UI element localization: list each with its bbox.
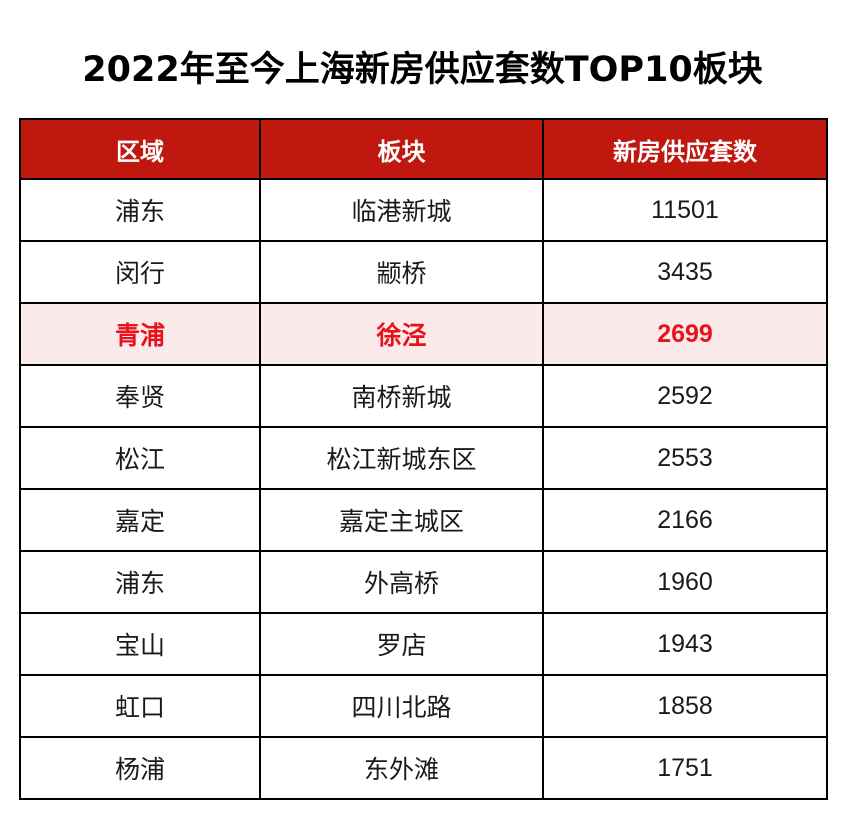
- district-cell: 宝山: [19, 612, 261, 676]
- header-district: 区域: [19, 118, 261, 180]
- block-cell: 罗店: [259, 612, 544, 676]
- supply-cell: 2166: [542, 488, 828, 552]
- table-row: 嘉定 嘉定主城区 2166: [19, 488, 828, 552]
- district-cell: 松江: [19, 426, 261, 490]
- district-cell: 浦东: [19, 178, 261, 242]
- table-row: 闵行 颛桥 3435: [19, 240, 828, 304]
- district-cell: 青浦: [19, 302, 261, 366]
- block-cell: 嘉定主城区: [259, 488, 544, 552]
- table-row: 松江 松江新城东区 2553: [19, 426, 828, 490]
- table-row: 杨浦 东外滩 1751: [19, 736, 828, 800]
- supply-cell: 1751: [542, 736, 828, 800]
- district-cell: 嘉定: [19, 488, 261, 552]
- block-cell: 临港新城: [259, 178, 544, 242]
- header-supply: 新房供应套数: [542, 118, 828, 180]
- district-cell: 浦东: [19, 550, 261, 614]
- block-cell: 松江新城东区: [259, 426, 544, 490]
- block-cell: 东外滩: [259, 736, 544, 800]
- table-row: 虹口 四川北路 1858: [19, 674, 828, 738]
- table-row: 浦东 外高桥 1960: [19, 550, 828, 614]
- supply-cell: 2592: [542, 364, 828, 428]
- supply-cell: 3435: [542, 240, 828, 304]
- supply-cell: 2699: [542, 302, 828, 366]
- supply-cell: 11501: [542, 178, 828, 242]
- header-block: 板块: [259, 118, 544, 180]
- district-cell: 杨浦: [19, 736, 261, 800]
- supply-cell: 1858: [542, 674, 828, 738]
- block-cell: 外高桥: [259, 550, 544, 614]
- table-row: 青浦 徐泾 2699: [19, 302, 828, 366]
- supply-ranking-table: 区域 板块 新房供应套数 浦东 临港新城 11501 闵行 颛桥 3435 青浦 徐泾 2699…: [19, 118, 828, 800]
- block-cell: 徐泾: [259, 302, 544, 366]
- supply-cell: 1943: [542, 612, 828, 676]
- supply-cell: 1960: [542, 550, 828, 614]
- chart-title: 2022年至今上海新房供应套数TOP10板块: [82, 50, 763, 90]
- header-row: 区域 板块 新房供应套数: [19, 118, 828, 180]
- district-cell: 奉贤: [19, 364, 261, 428]
- block-cell: 颛桥: [259, 240, 544, 304]
- supply-cell: 2553: [542, 426, 828, 490]
- block-cell: 四川北路: [259, 674, 544, 738]
- district-cell: 虹口: [19, 674, 261, 738]
- table-row: 浦东 临港新城 11501: [19, 178, 828, 242]
- table-row: 宝山 罗店 1943: [19, 612, 828, 676]
- table-row: 奉贤 南桥新城 2592: [19, 364, 828, 428]
- table-body: 浦东 临港新城 11501 闵行 颛桥 3435 青浦 徐泾 2699 奉贤 南桥新城 2592 松江松…: [19, 178, 828, 800]
- district-cell: 闵行: [19, 240, 261, 304]
- table-header: 区域 板块 新房供应套数: [19, 118, 828, 180]
- block-cell: 南桥新城: [259, 364, 544, 428]
